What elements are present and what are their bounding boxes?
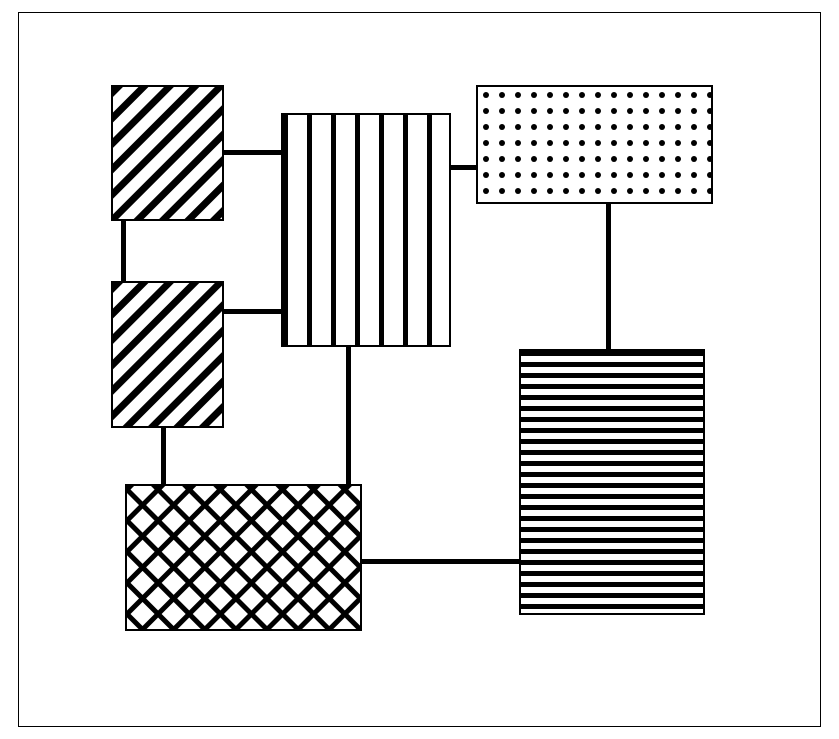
node-hstripe — [519, 349, 705, 615]
edge-B-F — [161, 428, 166, 484]
edge-B-C — [224, 309, 281, 314]
edge-A-B — [121, 221, 126, 281]
node-crosshatch — [125, 484, 362, 631]
node-dots — [476, 85, 713, 204]
node-diag-top-fill — [113, 87, 222, 219]
node-dots-fill — [478, 87, 711, 202]
edge-A-C — [224, 150, 281, 155]
diagram-canvas — [0, 0, 839, 739]
node-diag-top — [111, 85, 224, 221]
edge-F-E — [362, 559, 519, 564]
edge-C-F — [346, 347, 351, 484]
node-hstripe-fill — [521, 351, 703, 613]
node-diag-bottom-fill — [113, 283, 222, 426]
node-crosshatch-fill — [127, 486, 360, 629]
node-vstripe-fill — [283, 115, 449, 345]
node-vstripe — [281, 113, 451, 347]
node-diag-bottom — [111, 281, 224, 428]
edge-D-E — [606, 204, 611, 349]
edge-C-D — [451, 165, 476, 170]
